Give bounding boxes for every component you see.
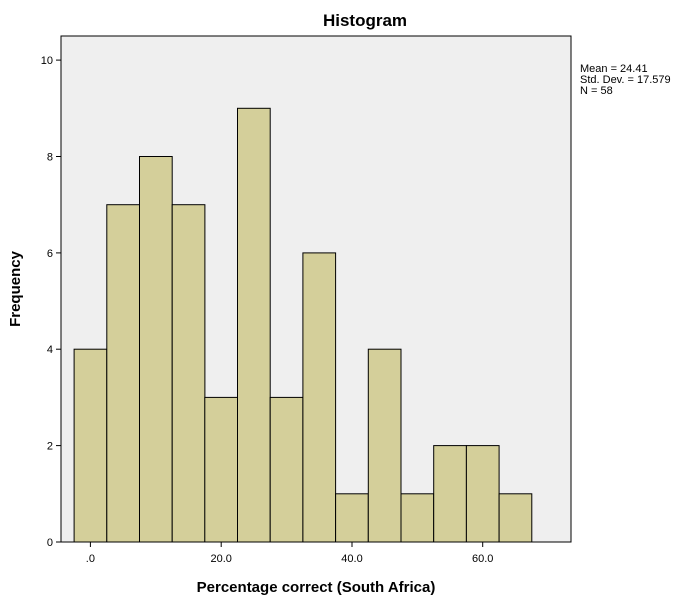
histogram-bar-10	[367, 348, 402, 543]
x-axis: .0 20.0 40.0 60.0	[86, 542, 493, 565]
histogram-bar-9	[335, 493, 369, 543]
bars-group	[73, 107, 533, 543]
plot-frame	[60, 35, 572, 543]
histogram-bar-1	[73, 348, 108, 543]
y-tick-label: 4	[47, 344, 53, 356]
histogram-bar-2	[106, 204, 141, 543]
x-axis-label: Percentage correct (South Africa)	[197, 579, 436, 596]
histogram-bar-3	[139, 156, 173, 543]
histogram-bar-5	[204, 396, 239, 543]
y-tick-label: 6	[47, 248, 53, 260]
y-tick-label: 2	[47, 441, 53, 453]
histogram-bar-4	[171, 204, 206, 543]
stats-line: N = 58	[580, 85, 613, 97]
stats-line: Std. Dev. = 17.579	[580, 74, 671, 86]
histogram-bar-12	[433, 445, 467, 543]
histogram-bar-8	[302, 252, 337, 543]
x-tick-label: 60.0	[472, 553, 493, 565]
x-tick-label: 40.0	[341, 553, 362, 565]
y-tick-label: 8	[47, 152, 53, 164]
histogram-bar-6	[237, 107, 271, 543]
chart-title: Histogram	[323, 11, 407, 30]
y-tick-label: 0	[47, 537, 53, 549]
histogram-bar-13	[465, 445, 500, 543]
y-axis: 0 2 4 6 8 10	[41, 55, 61, 549]
stats-line: Mean = 24.41	[580, 63, 648, 75]
histogram-bar-7	[269, 396, 304, 543]
y-axis-label: Frequency	[7, 250, 24, 327]
x-tick-label: 20.0	[210, 553, 231, 565]
x-tick-label: .0	[86, 553, 95, 565]
histogram-bar-14	[498, 493, 533, 543]
y-tick-label: 10	[41, 55, 53, 67]
histogram-bar-11	[400, 493, 435, 543]
